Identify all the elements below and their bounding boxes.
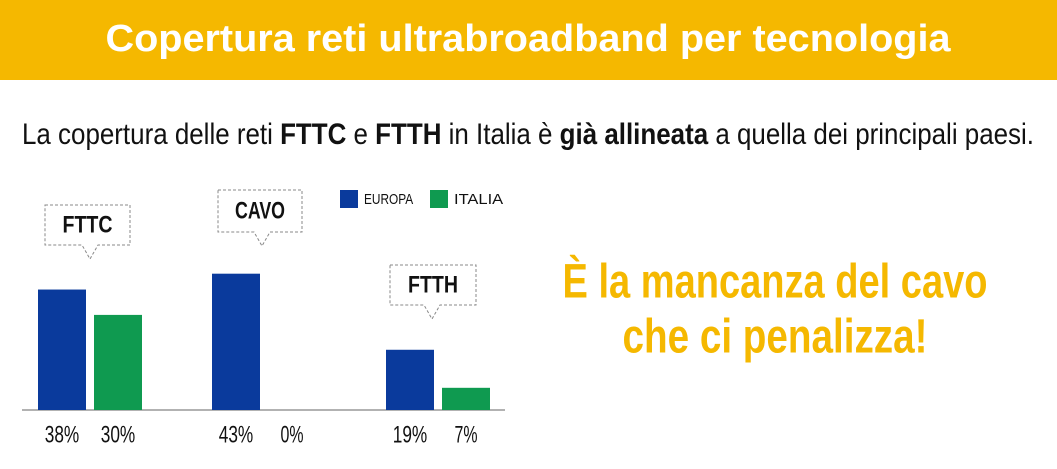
subtitle-part: in Italia è — [441, 118, 559, 151]
subtitle-part: La copertura delle reti — [22, 118, 280, 151]
header-title: Copertura reti ultrabroadband per tecnol… — [106, 18, 952, 60]
category-label: FTTH — [408, 271, 458, 298]
message-line: che ci penalizza! — [623, 311, 928, 364]
value-label: 0% — [281, 421, 304, 448]
bar — [442, 387, 490, 410]
legend-label: ITALIA — [454, 191, 503, 208]
category-label: FTTC — [63, 211, 113, 238]
subtitle-part: e — [346, 118, 375, 151]
category-label: CAVO — [235, 197, 285, 224]
bar — [38, 289, 86, 410]
callout — [44, 204, 131, 261]
value-label: 7% — [455, 421, 478, 448]
callout — [217, 189, 303, 248]
header-band — [0, 0, 1057, 80]
value-label: 38% — [45, 421, 80, 448]
bar — [212, 273, 260, 410]
subtitle-part: FTTC — [280, 118, 346, 151]
value-label: 30% — [101, 421, 136, 448]
message-line: È la mancanza del cavo — [563, 255, 988, 309]
value-label: 19% — [393, 421, 428, 448]
subtitle-part: a quella dei principali paesi. — [708, 118, 1034, 151]
value-label: 43% — [219, 421, 254, 448]
bar — [94, 314, 142, 410]
subtitle-part: FTTH — [375, 118, 441, 151]
callout — [389, 264, 477, 321]
legend-label: EUROPA — [364, 191, 413, 208]
subtitle: La copertura delle reti FTTC e FTTH in I… — [22, 118, 1034, 151]
subtitle-part: già allineata — [560, 118, 709, 151]
legend-swatch — [340, 190, 358, 208]
bar — [386, 349, 434, 410]
legend-swatch — [430, 190, 448, 208]
